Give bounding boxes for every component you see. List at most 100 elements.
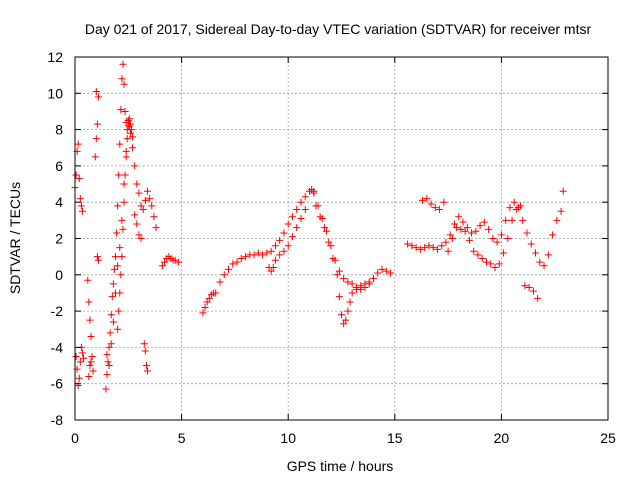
series-hours-1-4-2-6 [102,60,137,393]
data-point [333,271,341,279]
data-point [116,244,124,252]
data-point [412,244,420,252]
data-point [463,224,471,232]
data-point [374,269,382,277]
y-tick-label: 8 [55,122,63,138]
data-point [146,195,154,203]
data-point [527,240,535,248]
data-point [271,242,279,250]
data-point [84,276,92,284]
data-point [348,289,356,297]
data-point [150,213,158,221]
data-point [141,347,149,355]
y-tick-label: -2 [51,303,64,319]
data-point [129,133,137,141]
data-point [369,274,377,282]
data-point [320,224,328,232]
y-tick-label: -6 [51,376,64,392]
data-point [148,202,156,210]
data-point [259,251,267,259]
chart-title: Day 021 of 2017, Sidereal Day-to-day VTE… [85,21,592,37]
data-point [118,253,126,261]
data-point [75,374,83,382]
data-point [109,318,117,326]
y-tick-label: 0 [55,267,63,283]
y-tick-label: 4 [55,194,63,210]
data-point [141,196,149,204]
data-point [504,235,512,242]
data-point [408,242,416,250]
data-point [335,267,343,275]
data-point [427,200,435,208]
data-point [429,244,437,252]
data-point [559,187,567,195]
data-point [254,249,262,257]
data-point [276,251,284,259]
data-point [115,307,123,315]
y-tick-label: -4 [51,339,64,355]
data-point [448,235,456,242]
data-point [288,213,296,221]
data-point [143,367,151,375]
data-point [133,180,141,188]
data-point [89,367,97,375]
data-point [127,126,135,134]
x-tick-label: 15 [387,430,403,446]
data-point [487,260,495,268]
data-point [316,213,324,221]
data-point [365,278,373,286]
data-point [453,224,461,232]
data-point [534,294,542,302]
data-point [80,354,88,362]
data-point [529,287,537,295]
data-point [72,171,80,179]
data-point [212,289,220,297]
data-point [431,204,439,212]
data-point [480,218,488,226]
data-point [107,311,115,319]
data-point [85,372,93,380]
data-point [271,256,279,264]
data-point [301,205,309,213]
data-point [327,242,335,250]
data-point [459,218,467,226]
data-point [109,280,117,288]
data-point [94,256,102,264]
y-axis-label: SDTVAR / TECUs [7,182,23,294]
data-point [297,198,305,206]
data-point [450,220,458,228]
data-point [500,249,508,257]
data-point [312,202,320,210]
data-point [120,198,128,206]
data-point [121,107,129,115]
data-point [250,251,258,259]
data-point [142,362,150,370]
data-point [493,238,501,246]
y-tick-label: 6 [55,158,63,174]
data-point [502,216,510,224]
data-point [472,227,480,235]
data-point [114,325,122,333]
data-point [113,229,121,237]
series-hours-15-5-23 [404,187,567,302]
data-point [137,202,145,210]
data-point [344,278,352,286]
data-point [444,247,452,255]
data-point [72,352,80,360]
data-point [352,285,360,293]
data-point [436,205,444,213]
data-point [237,254,245,262]
data-point [76,358,84,366]
data-point [135,231,143,239]
data-point [91,153,99,161]
data-point [506,204,514,212]
data-point [112,253,120,261]
data-point [485,225,493,233]
data-point [122,147,130,155]
data-point [382,267,390,275]
data-point [87,333,95,341]
data-point [489,235,497,242]
data-point [116,289,124,297]
data-point [216,278,224,286]
